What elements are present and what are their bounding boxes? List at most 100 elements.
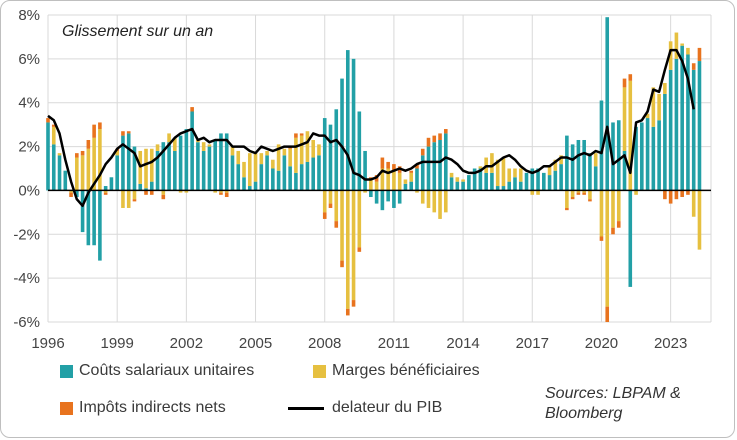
bar-couts xyxy=(691,69,696,191)
bar-marges xyxy=(576,190,581,193)
bar-marges xyxy=(628,80,633,191)
bar-marges xyxy=(167,133,171,143)
bar-couts xyxy=(478,168,483,191)
bar-couts xyxy=(640,122,644,191)
bar-couts xyxy=(518,181,523,191)
bar-couts xyxy=(121,135,125,191)
bar-couts xyxy=(322,118,327,191)
x-tick-labels: 1996 1999 2002 2005 2008 2011 2014 2017 2020 2023 xyxy=(31,335,687,352)
bar-marges xyxy=(115,150,119,156)
bar-marges xyxy=(155,144,160,151)
bar-couts xyxy=(213,139,217,191)
bar-couts xyxy=(507,181,512,191)
bar-marges xyxy=(668,41,673,70)
bar-impots xyxy=(420,148,425,156)
bar-marges xyxy=(495,159,500,187)
bar-marges xyxy=(201,142,206,151)
bar-marges xyxy=(259,153,264,165)
bar-impots xyxy=(570,197,575,200)
bar-marges xyxy=(680,43,684,46)
bar-couts xyxy=(397,190,402,204)
bar-impots xyxy=(86,139,91,149)
x-tick-label: 2005 xyxy=(239,335,272,352)
bar-marges xyxy=(173,137,177,151)
y-tick-label: 8% xyxy=(18,7,40,24)
bar-impots xyxy=(75,153,79,158)
bar-marges xyxy=(380,168,385,191)
bar-couts xyxy=(363,150,367,191)
bar-impots xyxy=(328,203,333,208)
x-tick-label: 2017 xyxy=(516,335,549,352)
bar-impots xyxy=(299,133,304,136)
bar-couts xyxy=(582,139,586,191)
bar-marges xyxy=(311,139,315,158)
bar-impots xyxy=(576,192,581,195)
bar-couts xyxy=(305,161,310,191)
bar-couts xyxy=(161,142,166,191)
x-tick-label: 2002 xyxy=(170,335,203,352)
bar-couts xyxy=(265,155,269,191)
bar-marges xyxy=(478,166,483,169)
bar-marges xyxy=(236,150,241,165)
bar-marges xyxy=(242,161,246,178)
bar-marges xyxy=(265,150,269,156)
bar-marges xyxy=(98,129,102,191)
bar-couts xyxy=(409,181,414,191)
bar-impots xyxy=(392,164,396,171)
legend-deflateur: delateur du PIB xyxy=(288,399,442,417)
x-tick-label: 2008 xyxy=(308,335,341,352)
bar-marges xyxy=(697,190,702,250)
bar-impots xyxy=(582,192,586,195)
bar-marges xyxy=(161,190,166,195)
bar-marges xyxy=(184,190,189,193)
bar-marges xyxy=(288,148,292,167)
bar-marges xyxy=(224,190,229,193)
bar-couts xyxy=(449,177,454,191)
deflateur-series-line xyxy=(47,48,695,208)
bar-couts xyxy=(311,157,315,191)
bar-marges xyxy=(634,190,638,195)
x-tick-label: 1999 xyxy=(100,335,133,352)
bar-couts xyxy=(634,126,638,191)
bar-impots xyxy=(190,107,194,112)
bar-marges xyxy=(507,168,512,182)
bar-impots xyxy=(415,164,419,169)
legend-impots: Impôts indirects nets xyxy=(60,399,226,417)
bar-couts xyxy=(616,120,621,191)
bar-marges xyxy=(69,190,73,193)
bar-marges xyxy=(518,168,523,182)
bar-marges xyxy=(501,157,506,187)
bar-impots xyxy=(691,63,696,70)
bar-couts xyxy=(420,155,425,191)
bar-couts xyxy=(380,190,385,211)
x-tick-label: 2023 xyxy=(654,335,687,352)
bar-impots xyxy=(69,192,73,198)
bar-couts xyxy=(340,78,344,191)
bar-marges xyxy=(345,190,350,309)
bar-couts xyxy=(415,168,419,191)
chart-annotation: Glissement sur un an xyxy=(62,23,213,40)
bar-couts xyxy=(190,111,194,191)
bar-couts xyxy=(46,122,50,191)
bar-marges xyxy=(334,190,339,222)
bar-couts xyxy=(668,69,673,191)
deflateur-line xyxy=(47,48,695,208)
bar-couts xyxy=(334,109,339,191)
bar-couts xyxy=(651,126,656,191)
bar-marges xyxy=(536,190,540,195)
legend-marges-swatch xyxy=(313,364,326,378)
bar-couts xyxy=(484,172,488,191)
bar-couts xyxy=(392,190,396,208)
bar-marges xyxy=(397,172,402,191)
bar-impots xyxy=(674,190,679,200)
bar-marges xyxy=(149,148,154,182)
bar-couts xyxy=(403,183,408,191)
bar-impots xyxy=(126,131,131,134)
bar-impots xyxy=(144,190,148,195)
bar-marges xyxy=(622,87,627,151)
bar-marges xyxy=(276,144,281,171)
bar-couts xyxy=(328,124,333,191)
bar-impots xyxy=(599,236,604,241)
bar-marges xyxy=(178,190,183,193)
